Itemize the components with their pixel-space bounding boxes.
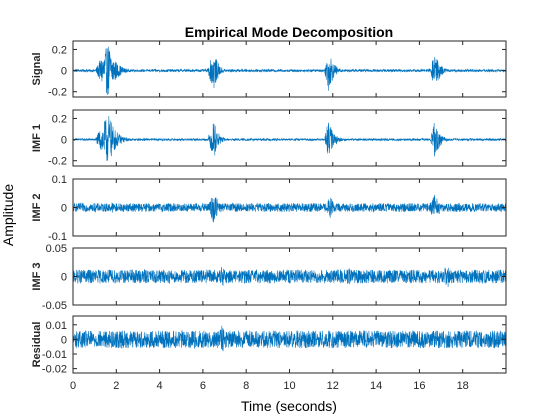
x-tick-label: 2 [113,380,119,392]
x-tick-label: 8 [243,380,249,392]
x-tick-label: 0 [70,380,76,392]
y-tick-label: -0.01 [42,349,67,361]
panel-5: -0.02 -0.01 0 0.01 0 2 4 6 8 10 12 14 16 18 Residual [31,315,507,392]
chart-title: Empirical Mode Decomposition [185,24,393,40]
panel-label: IMF 3 [31,262,43,290]
y-tick-label: 0.2 [52,113,67,125]
x-tick-label: 14 [370,380,382,392]
x-tick-label: 10 [283,380,295,392]
y-tick-label: 0 [61,135,67,147]
x-tick-label: 6 [200,380,206,392]
x-tick-label: 18 [457,380,469,392]
panel-2: -0.2 0 0.2 IMF 1 [31,109,507,168]
y-tick-label: -0.2 [48,87,67,99]
panels-group: -0.2 0 0.2 Signal -0.2 0 0.2 IMF 1 -0.1 0 0.1 IMF 2… [31,40,507,392]
y-tick-label: -0.02 [42,364,67,376]
series-line-3 [73,194,506,223]
y-tick-label: -0.1 [48,231,67,243]
series-line-4 [73,266,506,287]
panel-label: IMF 2 [31,193,43,221]
y-tick-label: -0.2 [48,156,67,168]
x-tick-label: 4 [157,380,163,392]
y-tick-label: 0 [61,203,67,215]
series-line-2 [73,115,506,161]
y-tick-label: 0 [61,272,67,284]
y-tick-label: 0.1 [52,174,67,186]
panel-label: Residual [31,322,43,368]
y-tick-label: 0 [61,66,67,78]
x-tick-label: 16 [413,380,425,392]
y-axis-label: Amplitude [0,184,16,246]
panel-1: -0.2 0 0.2 Signal [31,40,507,99]
panel-3: -0.1 0 0.1 IMF 2 [31,174,507,243]
series-line-1 [73,46,506,95]
y-tick-label: 0 [61,334,67,346]
panel-label: IMF 1 [31,124,43,152]
x-tick-label: 12 [327,380,339,392]
series-line-5 [73,325,506,352]
x-axis-label: Time (seconds) [241,398,337,414]
y-tick-label: -0.05 [42,300,67,312]
y-tick-label: 0.01 [46,320,67,332]
y-tick-label: 0.2 [52,44,67,56]
panel-label: Signal [31,52,43,85]
y-tick-label: 0.05 [46,243,67,255]
